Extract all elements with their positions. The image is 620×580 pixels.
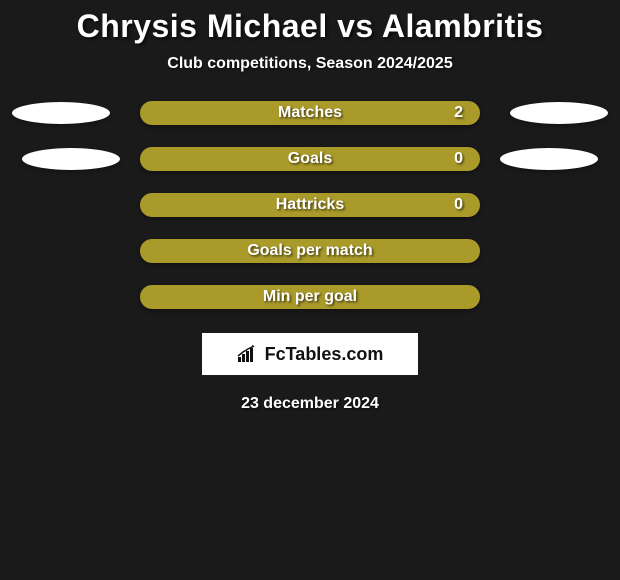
player2-name: Alambritis bbox=[382, 8, 543, 44]
stat-rows: Matches 2 Goals 0 Hattricks 0 Goals per match M… bbox=[0, 101, 620, 309]
stat-row: Hattricks 0 bbox=[0, 193, 620, 217]
logo-box[interactable]: FcTables.com bbox=[202, 333, 418, 375]
stat-bar: Goals 0 bbox=[140, 147, 480, 171]
stat-label: Hattricks bbox=[276, 196, 344, 214]
stat-row: Min per goal bbox=[0, 285, 620, 309]
stat-bar: Matches 2 bbox=[140, 101, 480, 125]
page-title: Chrysis Michael vs Alambritis bbox=[77, 8, 544, 45]
stat-bar: Hattricks 0 bbox=[140, 193, 480, 217]
stat-label: Goals per match bbox=[247, 242, 372, 260]
stat-value: 2 bbox=[454, 104, 463, 122]
stat-bar: Min per goal bbox=[140, 285, 480, 309]
date-text: 23 december 2024 bbox=[241, 395, 379, 413]
ellipse-left bbox=[22, 148, 120, 170]
stat-bar: Goals per match bbox=[140, 239, 480, 263]
stat-value: 0 bbox=[454, 150, 463, 168]
vs-text: vs bbox=[337, 8, 374, 44]
stat-label: Min per goal bbox=[263, 288, 357, 306]
stat-row: Matches 2 bbox=[0, 101, 620, 125]
stat-row: Goals per match bbox=[0, 239, 620, 263]
subtitle: Club competitions, Season 2024/2025 bbox=[167, 55, 452, 73]
ellipse-left bbox=[12, 102, 110, 124]
stat-value: 0 bbox=[454, 196, 463, 214]
stat-row: Goals 0 bbox=[0, 147, 620, 171]
stat-label: Goals bbox=[288, 150, 332, 168]
ellipse-right bbox=[500, 148, 598, 170]
chart-icon bbox=[237, 345, 259, 363]
logo-text: FcTables.com bbox=[265, 344, 384, 365]
infographic-root: Chrysis Michael vs Alambritis Club compe… bbox=[0, 0, 620, 413]
ellipse-right bbox=[510, 102, 608, 124]
player1-name: Chrysis Michael bbox=[77, 8, 328, 44]
stat-label: Matches bbox=[278, 104, 342, 122]
